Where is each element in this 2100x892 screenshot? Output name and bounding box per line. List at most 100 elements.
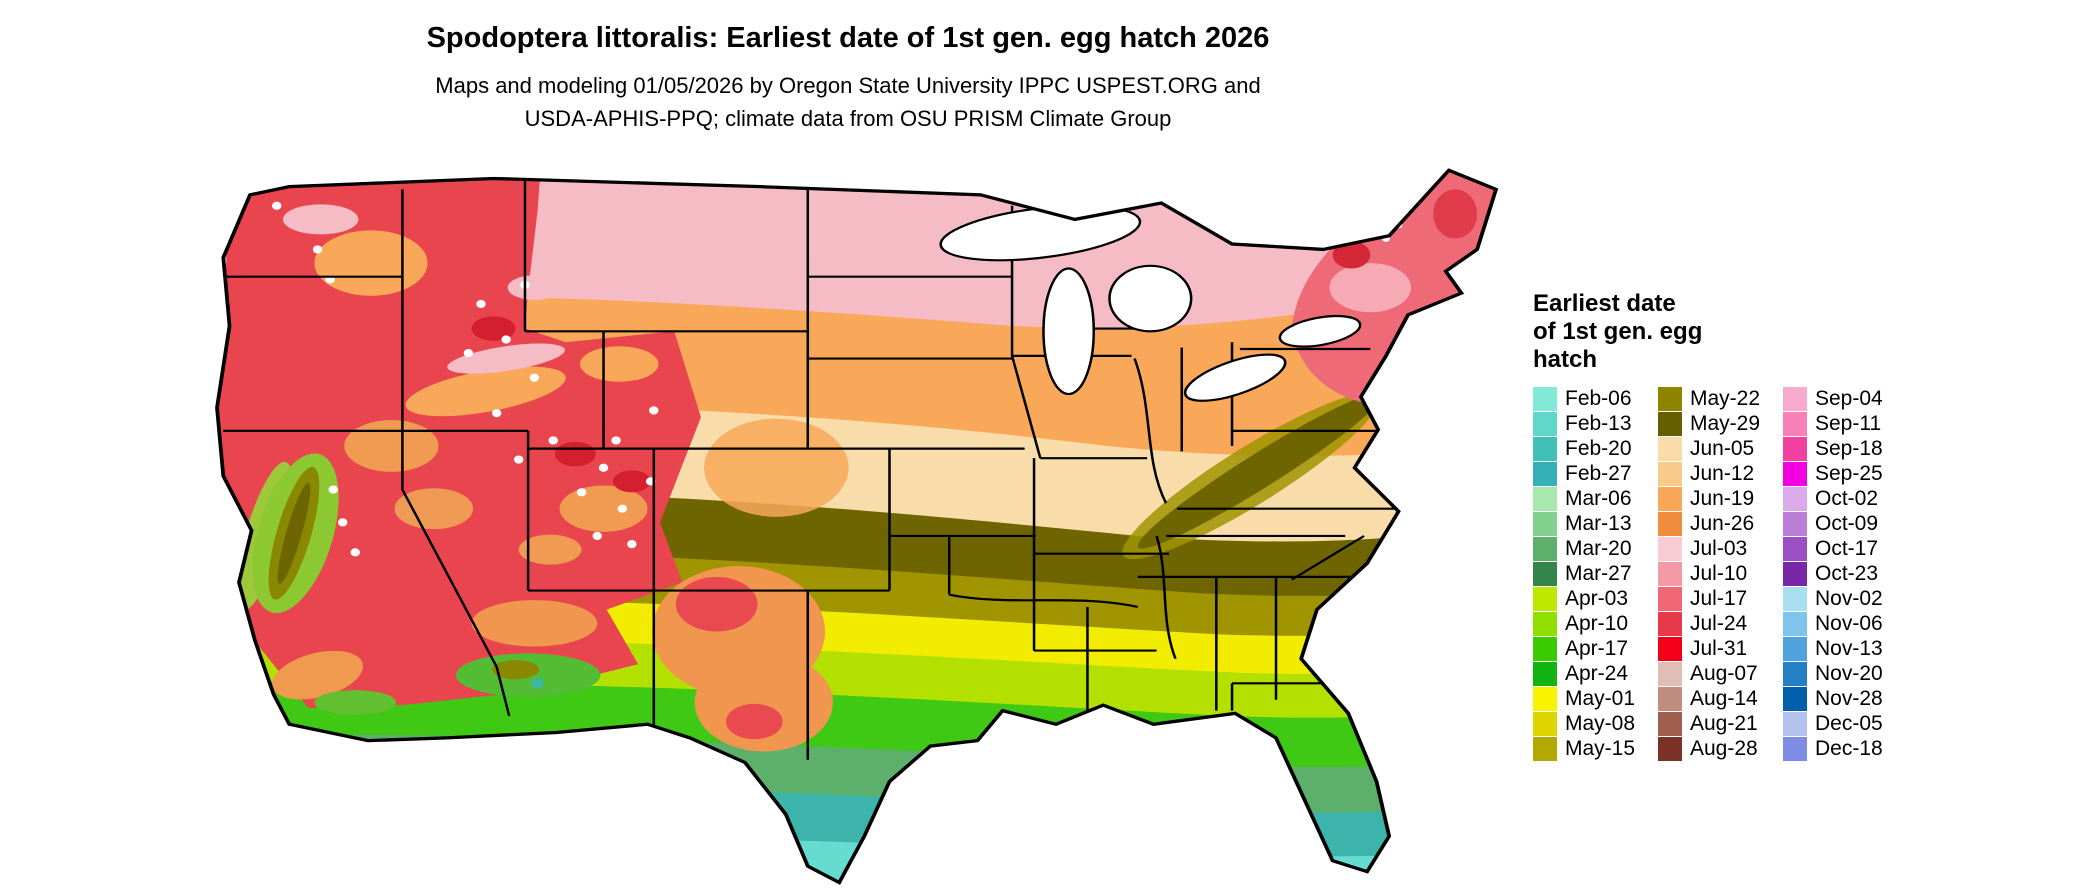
legend-swatch	[1783, 711, 1807, 736]
legend-label: Jul-24	[1690, 611, 1748, 635]
legend-label: Jul-17	[1690, 586, 1748, 610]
legend-label: Oct-09	[1815, 511, 1879, 535]
legend-item: Aug-14	[1658, 686, 1783, 711]
legend-item: Sep-18	[1783, 436, 1923, 461]
legend-swatch	[1533, 611, 1557, 636]
legend-label: Aug-21	[1690, 711, 1758, 735]
legend-title-line-2: of 1st gen. egg	[1533, 318, 1703, 345]
lake-erie	[1183, 353, 1287, 402]
legend-label: Jul-10	[1690, 561, 1748, 585]
legend-label: Feb-20	[1565, 436, 1632, 460]
legend-label: Jul-31	[1690, 636, 1748, 660]
legend-label: May-22	[1690, 386, 1761, 410]
maine-red-patch	[1433, 189, 1478, 239]
legend-label: Jul-03	[1690, 536, 1748, 560]
map-header: Spodoptera littoralis: Earliest date of …	[0, 22, 1696, 135]
legend-item: Oct-02	[1783, 486, 1923, 511]
legend-swatch	[1783, 436, 1807, 461]
legend-label: Dec-05	[1815, 711, 1883, 735]
legend-label: Aug-14	[1690, 686, 1758, 710]
page-subtitle: Maps and modeling 01/05/2026 by Oregon S…	[0, 69, 1696, 135]
legend-title: Earliest date of 1st gen. egg hatch	[1533, 290, 1953, 374]
legend-label: Nov-06	[1815, 611, 1883, 635]
legend-swatch	[1658, 536, 1682, 561]
northeast-pink-patch	[1329, 263, 1412, 313]
map-fill-layers	[216, 170, 1497, 883]
legend-item: Feb-27	[1533, 461, 1658, 486]
legend-label: May-15	[1565, 736, 1636, 760]
legend-swatch	[1783, 411, 1807, 436]
legend-swatch	[1533, 411, 1557, 436]
legend-label: May-08	[1565, 711, 1636, 735]
legend-label: Aug-07	[1690, 661, 1758, 685]
legend-label: May-29	[1690, 411, 1761, 435]
legend-item: Nov-02	[1783, 586, 1923, 611]
legend-label: Sep-11	[1815, 411, 1882, 435]
legend-swatch	[1533, 536, 1557, 561]
legend-columns: Feb-06 Feb-13 Feb-20 Feb-27 Mar-06 Mar-13 Mar-…	[1533, 386, 1953, 761]
legend-swatch	[1658, 711, 1682, 736]
legend-item: Jun-05	[1658, 436, 1783, 461]
legend-item: Nov-06	[1783, 611, 1923, 636]
legend-item: Mar-27	[1533, 561, 1658, 586]
legend-item: Nov-20	[1783, 661, 1923, 686]
legend-swatch	[1783, 661, 1807, 686]
lake-huron	[1108, 264, 1193, 333]
legend-swatch	[1658, 461, 1682, 486]
legend-label: Apr-03	[1565, 586, 1629, 610]
legend-item: Sep-25	[1783, 461, 1923, 486]
legend-swatch	[1658, 561, 1682, 586]
legend-swatch	[1658, 411, 1682, 436]
legend-item: Feb-13	[1533, 411, 1658, 436]
great-lakes	[939, 204, 1362, 402]
legend-swatch	[1783, 736, 1807, 761]
legend-label: Nov-13	[1815, 636, 1883, 660]
page-title: Spodoptera littoralis: Earliest date of …	[426, 22, 1270, 54]
legend-item: Jun-26	[1658, 511, 1783, 536]
legend-swatch	[1533, 586, 1557, 611]
lake-ontario	[1278, 314, 1362, 348]
legend-item: May-15	[1533, 736, 1658, 761]
legend-swatch	[1783, 461, 1807, 486]
legend-swatch	[1783, 686, 1807, 711]
legend-item: Aug-21	[1658, 711, 1783, 736]
legend-item: May-29	[1658, 411, 1783, 436]
legend-swatch	[1783, 636, 1807, 661]
legend-item: Dec-18	[1783, 736, 1923, 761]
legend-item: Dec-05	[1783, 711, 1923, 736]
legend-label: Apr-10	[1565, 611, 1629, 635]
map-legend: Earliest date of 1st gen. egg hatch Feb-…	[1533, 290, 1953, 761]
legend-swatch	[1783, 561, 1807, 586]
legend-label: Feb-13	[1565, 411, 1632, 435]
legend-label: Mar-13	[1565, 511, 1632, 535]
legend-item: Sep-11	[1783, 411, 1923, 436]
legend-item: Jun-19	[1658, 486, 1783, 511]
legend-item: Jul-03	[1658, 536, 1783, 561]
west-terrain-patches	[236, 204, 849, 752]
legend-swatch	[1533, 511, 1557, 536]
legend-swatch	[1783, 486, 1807, 511]
legend-label: Jun-05	[1690, 436, 1755, 460]
legend-column-2: May-22 May-29 Jun-05 Jun-12 Jun-19 Jun-26 Jul-…	[1658, 386, 1783, 761]
legend-label: Sep-18	[1815, 436, 1883, 460]
legend-swatch	[1658, 686, 1682, 711]
us-choropleth-map	[195, 158, 1507, 888]
legend-swatch	[1533, 561, 1557, 586]
legend-label: Mar-20	[1565, 536, 1632, 560]
legend-label: Feb-27	[1565, 461, 1632, 485]
legend-label: Nov-28	[1815, 686, 1883, 710]
legend-item: Mar-20	[1533, 536, 1658, 561]
legend-label: Apr-24	[1565, 661, 1629, 685]
legend-label: Mar-06	[1565, 486, 1632, 510]
legend-label: Apr-17	[1565, 636, 1629, 660]
legend-column-3: Sep-04 Sep-11 Sep-18 Sep-25 Oct-02 Oct-09 Oct-…	[1783, 386, 1923, 761]
legend-item: Jul-24	[1658, 611, 1783, 636]
legend-item: Nov-28	[1783, 686, 1923, 711]
legend-item: May-22	[1658, 386, 1783, 411]
subtitle-line-2: USDA-APHIS-PPQ; climate data from OSU PR…	[524, 106, 1172, 131]
adirondack-patch	[1332, 241, 1371, 269]
legend-title-line-1: Earliest date	[1533, 290, 1676, 317]
legend-label: Oct-17	[1815, 536, 1879, 560]
legend-item: Oct-23	[1783, 561, 1923, 586]
legend-swatch	[1783, 536, 1807, 561]
